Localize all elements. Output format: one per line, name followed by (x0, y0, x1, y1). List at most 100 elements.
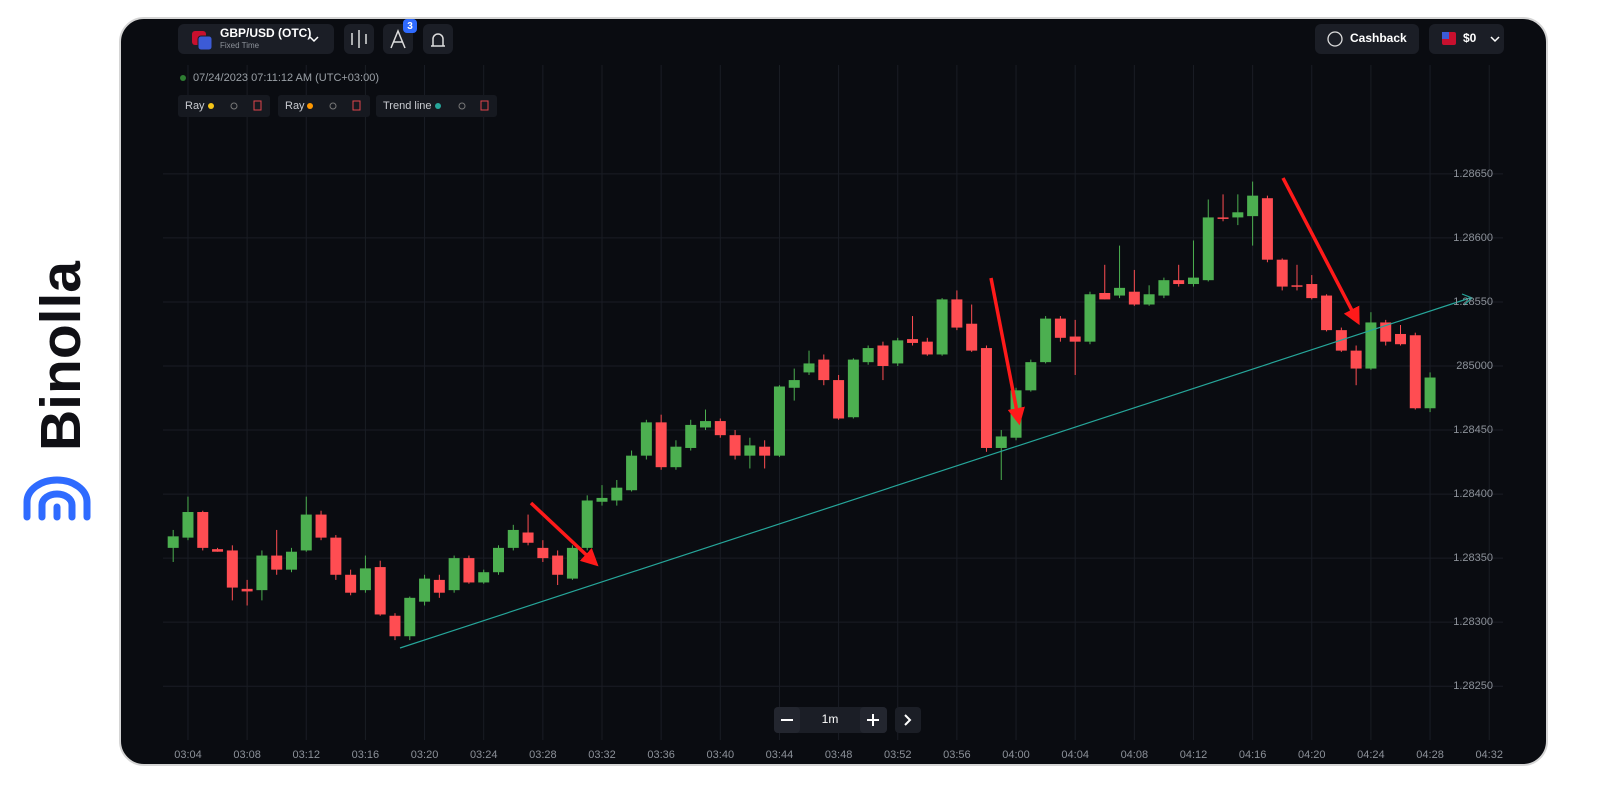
balance[interactable]: $0 (1429, 24, 1504, 54)
x-tick-label: 04:32 (1475, 749, 1503, 761)
candle-body (788, 380, 800, 388)
chip-color (208, 103, 214, 109)
candle-body (907, 339, 919, 343)
y-tick-label: 1.28550 (1453, 296, 1493, 308)
chip[interactable] (178, 95, 270, 117)
x-tick-label: 03:04 (174, 749, 202, 761)
timeframe-box (774, 707, 887, 733)
candle-body (478, 572, 490, 583)
candle-body (1084, 294, 1096, 342)
candle-body (1276, 259, 1288, 287)
balance-amount: $0 (1463, 31, 1477, 45)
candle-body (626, 455, 638, 491)
candle-body (611, 487, 623, 501)
candle-body (433, 579, 445, 593)
delete-icon[interactable] (480, 100, 489, 111)
candle-body (345, 574, 357, 593)
x-tick-label: 04:08 (1121, 749, 1149, 761)
candle-body (833, 380, 845, 419)
cashback[interactable]: Cashback (1315, 24, 1419, 54)
trend-line (399, 297, 1471, 649)
candle-body (966, 323, 978, 351)
brand-name: Binolla (29, 260, 93, 451)
candle-body (566, 547, 578, 579)
status-dot (180, 75, 186, 81)
chip[interactable] (278, 95, 370, 117)
asset-name: GBP/USD (OTC) (220, 26, 311, 40)
eye-icon[interactable] (230, 102, 238, 110)
candle-body (1350, 350, 1362, 369)
candle-body (1247, 195, 1259, 217)
balance-button[interactable] (1429, 24, 1504, 54)
candle-body (1040, 318, 1052, 363)
x-tick-label: 03:32 (588, 749, 616, 761)
timeframe-control: 1m (774, 707, 921, 733)
chip-label: Trend line (383, 100, 432, 112)
candle-body (463, 558, 475, 583)
indicators-icon (390, 29, 406, 49)
candle-body (359, 568, 371, 591)
candle-body (522, 532, 534, 543)
candle-body (1394, 333, 1406, 345)
x-tick-label: 03:24 (470, 749, 498, 761)
x-tick-label: 04:04 (1061, 749, 1089, 761)
delete-icon[interactable] (352, 100, 361, 111)
eye-icon[interactable] (329, 102, 337, 110)
candle-body (197, 512, 209, 548)
alert-icon (431, 33, 445, 47)
candle-body (1187, 277, 1199, 285)
candle-body (315, 514, 327, 538)
x-tick-label: 04:28 (1416, 749, 1444, 761)
candle-body (1143, 294, 1155, 305)
chart: 03:04 03:08 03:12 03:16 03:20 03:24 03:28 03:32… (163, 65, 1503, 761)
eye-icon[interactable] (458, 102, 466, 110)
x-tick-label: 03:20 (411, 749, 439, 761)
candle-body (374, 567, 386, 615)
candle-body (685, 424, 697, 448)
candle-body (1424, 377, 1436, 409)
delete-icon[interactable] (253, 100, 262, 111)
candle-body (877, 345, 889, 366)
arrow (1281, 177, 1360, 326)
x-tick-label: 03:56 (943, 749, 971, 761)
candle-body (492, 547, 504, 573)
candle-body (1365, 322, 1377, 369)
x-tick-label: 03:12 (293, 749, 321, 761)
drawing-chip[interactable]: Ray (278, 95, 370, 117)
candle-body (759, 446, 771, 456)
cashback-button[interactable] (1315, 24, 1419, 54)
x-tick-label: 04:24 (1357, 749, 1385, 761)
candle-body (951, 299, 963, 328)
chip-color (307, 103, 313, 109)
drawing-chip[interactable]: Ray (178, 95, 270, 117)
chip-label: Ray (185, 100, 205, 112)
candle-body (1409, 335, 1421, 409)
y-tick-label: 1.28450 (1453, 424, 1493, 436)
chip-label: Ray (285, 100, 305, 112)
y-tick-label: 1.28600 (1453, 232, 1493, 244)
drawing-chip[interactable]: Trend line (376, 95, 497, 117)
candle-body (1202, 217, 1214, 281)
candle-body (596, 497, 608, 502)
candle-body (1321, 295, 1333, 331)
y-tick-label: 1.28400 (1453, 488, 1493, 500)
asset-selector[interactable]: GBP/USD (OTC) Fixed Time (178, 24, 334, 54)
alerts-button[interactable] (423, 24, 453, 54)
candle-body (1054, 318, 1066, 338)
candles-icon (351, 30, 367, 48)
x-tick-label: 03:36 (647, 749, 675, 761)
candle-body (995, 436, 1007, 448)
candle-body (271, 555, 283, 570)
brand-logo (23, 476, 91, 521)
candle-body (936, 299, 948, 355)
candle-body (507, 529, 519, 548)
asset-button[interactable] (178, 24, 334, 54)
candle-body (1291, 285, 1303, 287)
scroll-right-button[interactable] (895, 707, 921, 733)
chip-color (435, 103, 441, 109)
x-tick-label: 03:44 (766, 749, 794, 761)
x-tick-label: 04:00 (1002, 749, 1030, 761)
flag-icon (197, 35, 213, 51)
candle-body (330, 537, 342, 575)
